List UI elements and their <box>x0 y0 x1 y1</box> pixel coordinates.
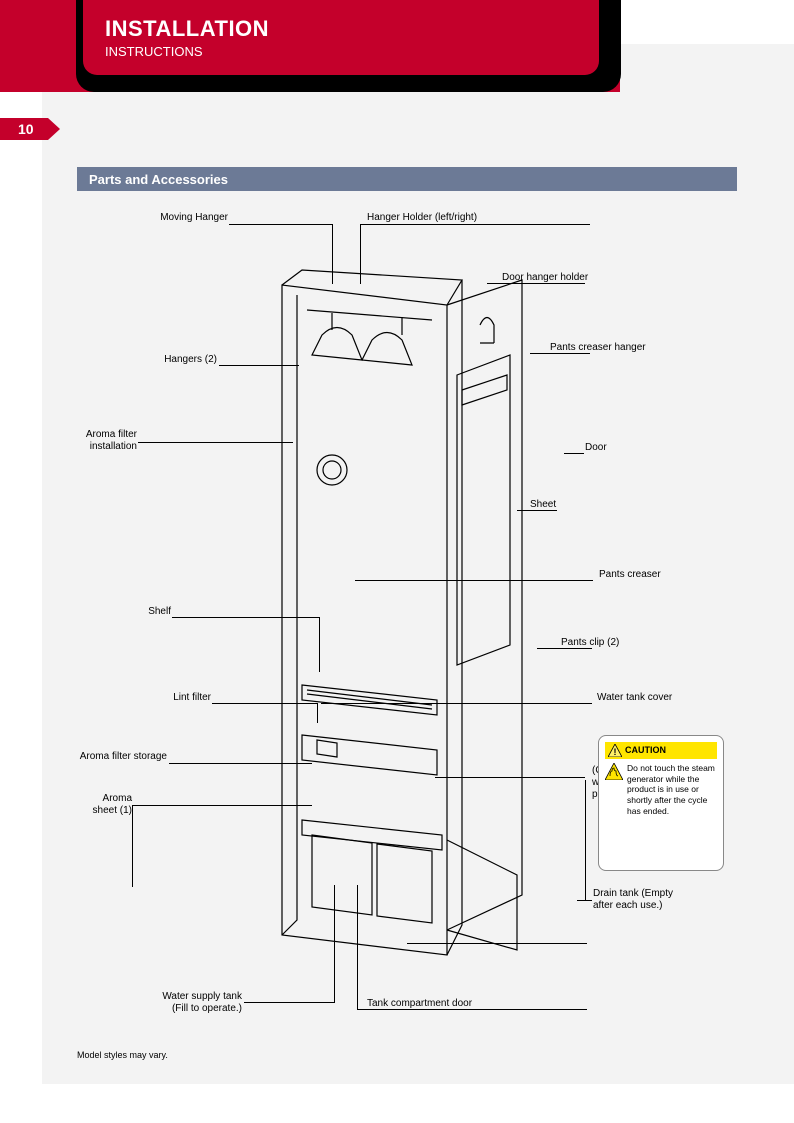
title-line2: INSTRUCTIONS <box>105 44 577 59</box>
leader-line <box>244 1002 334 1003</box>
leader-line <box>169 763 312 764</box>
caution-header: ! CAUTION <box>605 742 717 759</box>
leader-line <box>487 283 585 284</box>
section-heading: Parts and Accessories <box>77 167 737 191</box>
label-aroma-sheet: Aroma sheet (1) <box>77 793 132 817</box>
leader-line <box>360 224 590 225</box>
label-moving-hanger: Moving Hanger <box>108 212 228 224</box>
diagram-area: Moving Hanger Hangers (2) Aroma filter i… <box>77 205 737 1035</box>
leader-line <box>407 943 587 944</box>
leader-line <box>229 224 332 225</box>
leader-line <box>219 365 299 366</box>
hot-surface-icon <box>605 763 623 780</box>
page-number: 10 <box>0 118 48 140</box>
label-drain-tank: Drain tank (Empty after each use.) <box>593 888 703 912</box>
leader-line <box>564 453 584 454</box>
label-water-tank-cover: Water tank cover <box>597 692 717 704</box>
title-line1: INSTALLATION <box>105 16 577 42</box>
label-pants-creaser: Pants creaser <box>599 569 679 581</box>
label-aroma-filter-storage: Aroma filter storage <box>77 751 167 763</box>
leader-line <box>517 510 557 511</box>
svg-text:!: ! <box>614 747 617 757</box>
label-door: Door <box>585 442 625 454</box>
leader-line <box>132 805 312 806</box>
leader-line <box>172 617 319 618</box>
leader-line <box>317 703 318 723</box>
label-aroma-filter-install: Aroma filter installation <box>77 429 137 453</box>
caution-title: CAUTION <box>625 745 666 756</box>
leader-line <box>577 900 592 901</box>
label-hanger-holder: Hanger Holder (left/right) <box>367 212 517 224</box>
label-water-supply-tank: Water supply tank (Fill to operate.) <box>162 991 242 1015</box>
leader-line <box>357 1009 587 1010</box>
leader-line <box>355 580 593 581</box>
label-hangers: Hangers (2) <box>87 354 217 366</box>
leader-line <box>435 777 585 778</box>
leader-line <box>360 224 361 284</box>
leader-line <box>132 805 133 887</box>
leader-line <box>332 224 333 284</box>
caution-body: Do not touch the steam generator while t… <box>627 763 717 816</box>
appliance-diagram <box>262 235 542 965</box>
leader-line <box>585 780 586 900</box>
caution-box: ! CAUTION Do not touch the steam generat… <box>598 735 724 871</box>
page-ribbon: 10 <box>0 118 60 140</box>
label-lint-filter: Lint filter <box>167 692 211 704</box>
leader-line <box>537 648 592 649</box>
leader-line <box>319 617 320 672</box>
footer-note: Model styles may vary. <box>77 1050 168 1060</box>
label-shelf: Shelf <box>141 606 171 618</box>
leader-line <box>138 442 293 443</box>
ribbon-arrow-icon <box>48 118 60 140</box>
warning-icon: ! <box>608 744 622 757</box>
leader-line <box>530 353 590 354</box>
leader-line <box>357 885 358 1010</box>
header-title-box: INSTALLATION INSTRUCTIONS <box>83 0 599 75</box>
leader-line <box>334 885 335 1003</box>
leader-line <box>212 703 317 704</box>
leader-line <box>321 703 592 704</box>
